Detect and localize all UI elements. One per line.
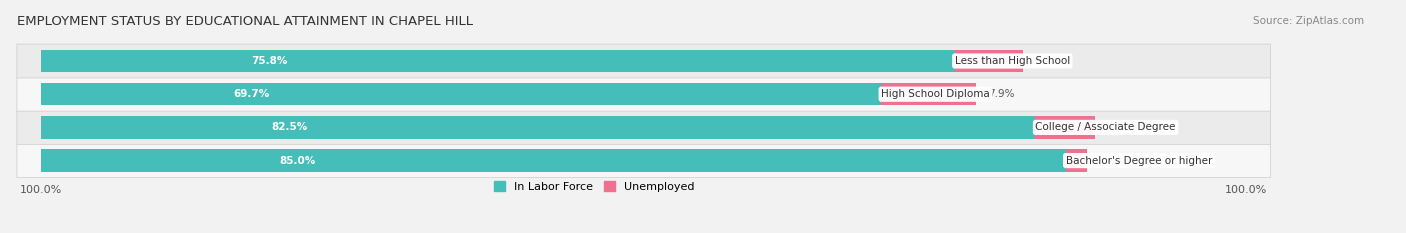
Text: 1.8%: 1.8% [1099, 156, 1126, 166]
Text: College / Associate Degree: College / Associate Degree [1035, 122, 1175, 132]
Bar [1066, 149, 1087, 172]
Text: 100.0%: 100.0% [20, 185, 62, 195]
Text: 5.7%: 5.7% [1035, 56, 1062, 66]
Text: Bachelor's Degree or higher: Bachelor's Degree or higher [1066, 156, 1212, 166]
Bar [41, 149, 1066, 172]
Bar [955, 50, 1024, 72]
Text: 100.0%: 100.0% [1225, 185, 1267, 195]
Bar [41, 116, 1035, 139]
FancyBboxPatch shape [17, 144, 1271, 178]
Bar [1035, 116, 1094, 139]
Bar [41, 50, 955, 72]
Legend: In Labor Force, Unemployed: In Labor Force, Unemployed [494, 182, 695, 192]
Text: Less than High School: Less than High School [955, 56, 1070, 66]
FancyBboxPatch shape [17, 44, 1271, 78]
Text: 75.8%: 75.8% [252, 56, 288, 66]
Text: 85.0%: 85.0% [280, 156, 315, 166]
FancyBboxPatch shape [17, 77, 1271, 111]
FancyBboxPatch shape [17, 110, 1271, 144]
Text: 82.5%: 82.5% [271, 122, 308, 132]
Bar [41, 83, 882, 106]
Bar [882, 83, 976, 106]
Text: 69.7%: 69.7% [233, 89, 270, 99]
Text: 4.9%: 4.9% [1107, 122, 1133, 132]
Text: EMPLOYMENT STATUS BY EDUCATIONAL ATTAINMENT IN CHAPEL HILL: EMPLOYMENT STATUS BY EDUCATIONAL ATTAINM… [17, 15, 472, 28]
Text: Source: ZipAtlas.com: Source: ZipAtlas.com [1253, 16, 1364, 26]
Text: High School Diploma: High School Diploma [882, 89, 990, 99]
Text: 7.9%: 7.9% [988, 89, 1015, 99]
